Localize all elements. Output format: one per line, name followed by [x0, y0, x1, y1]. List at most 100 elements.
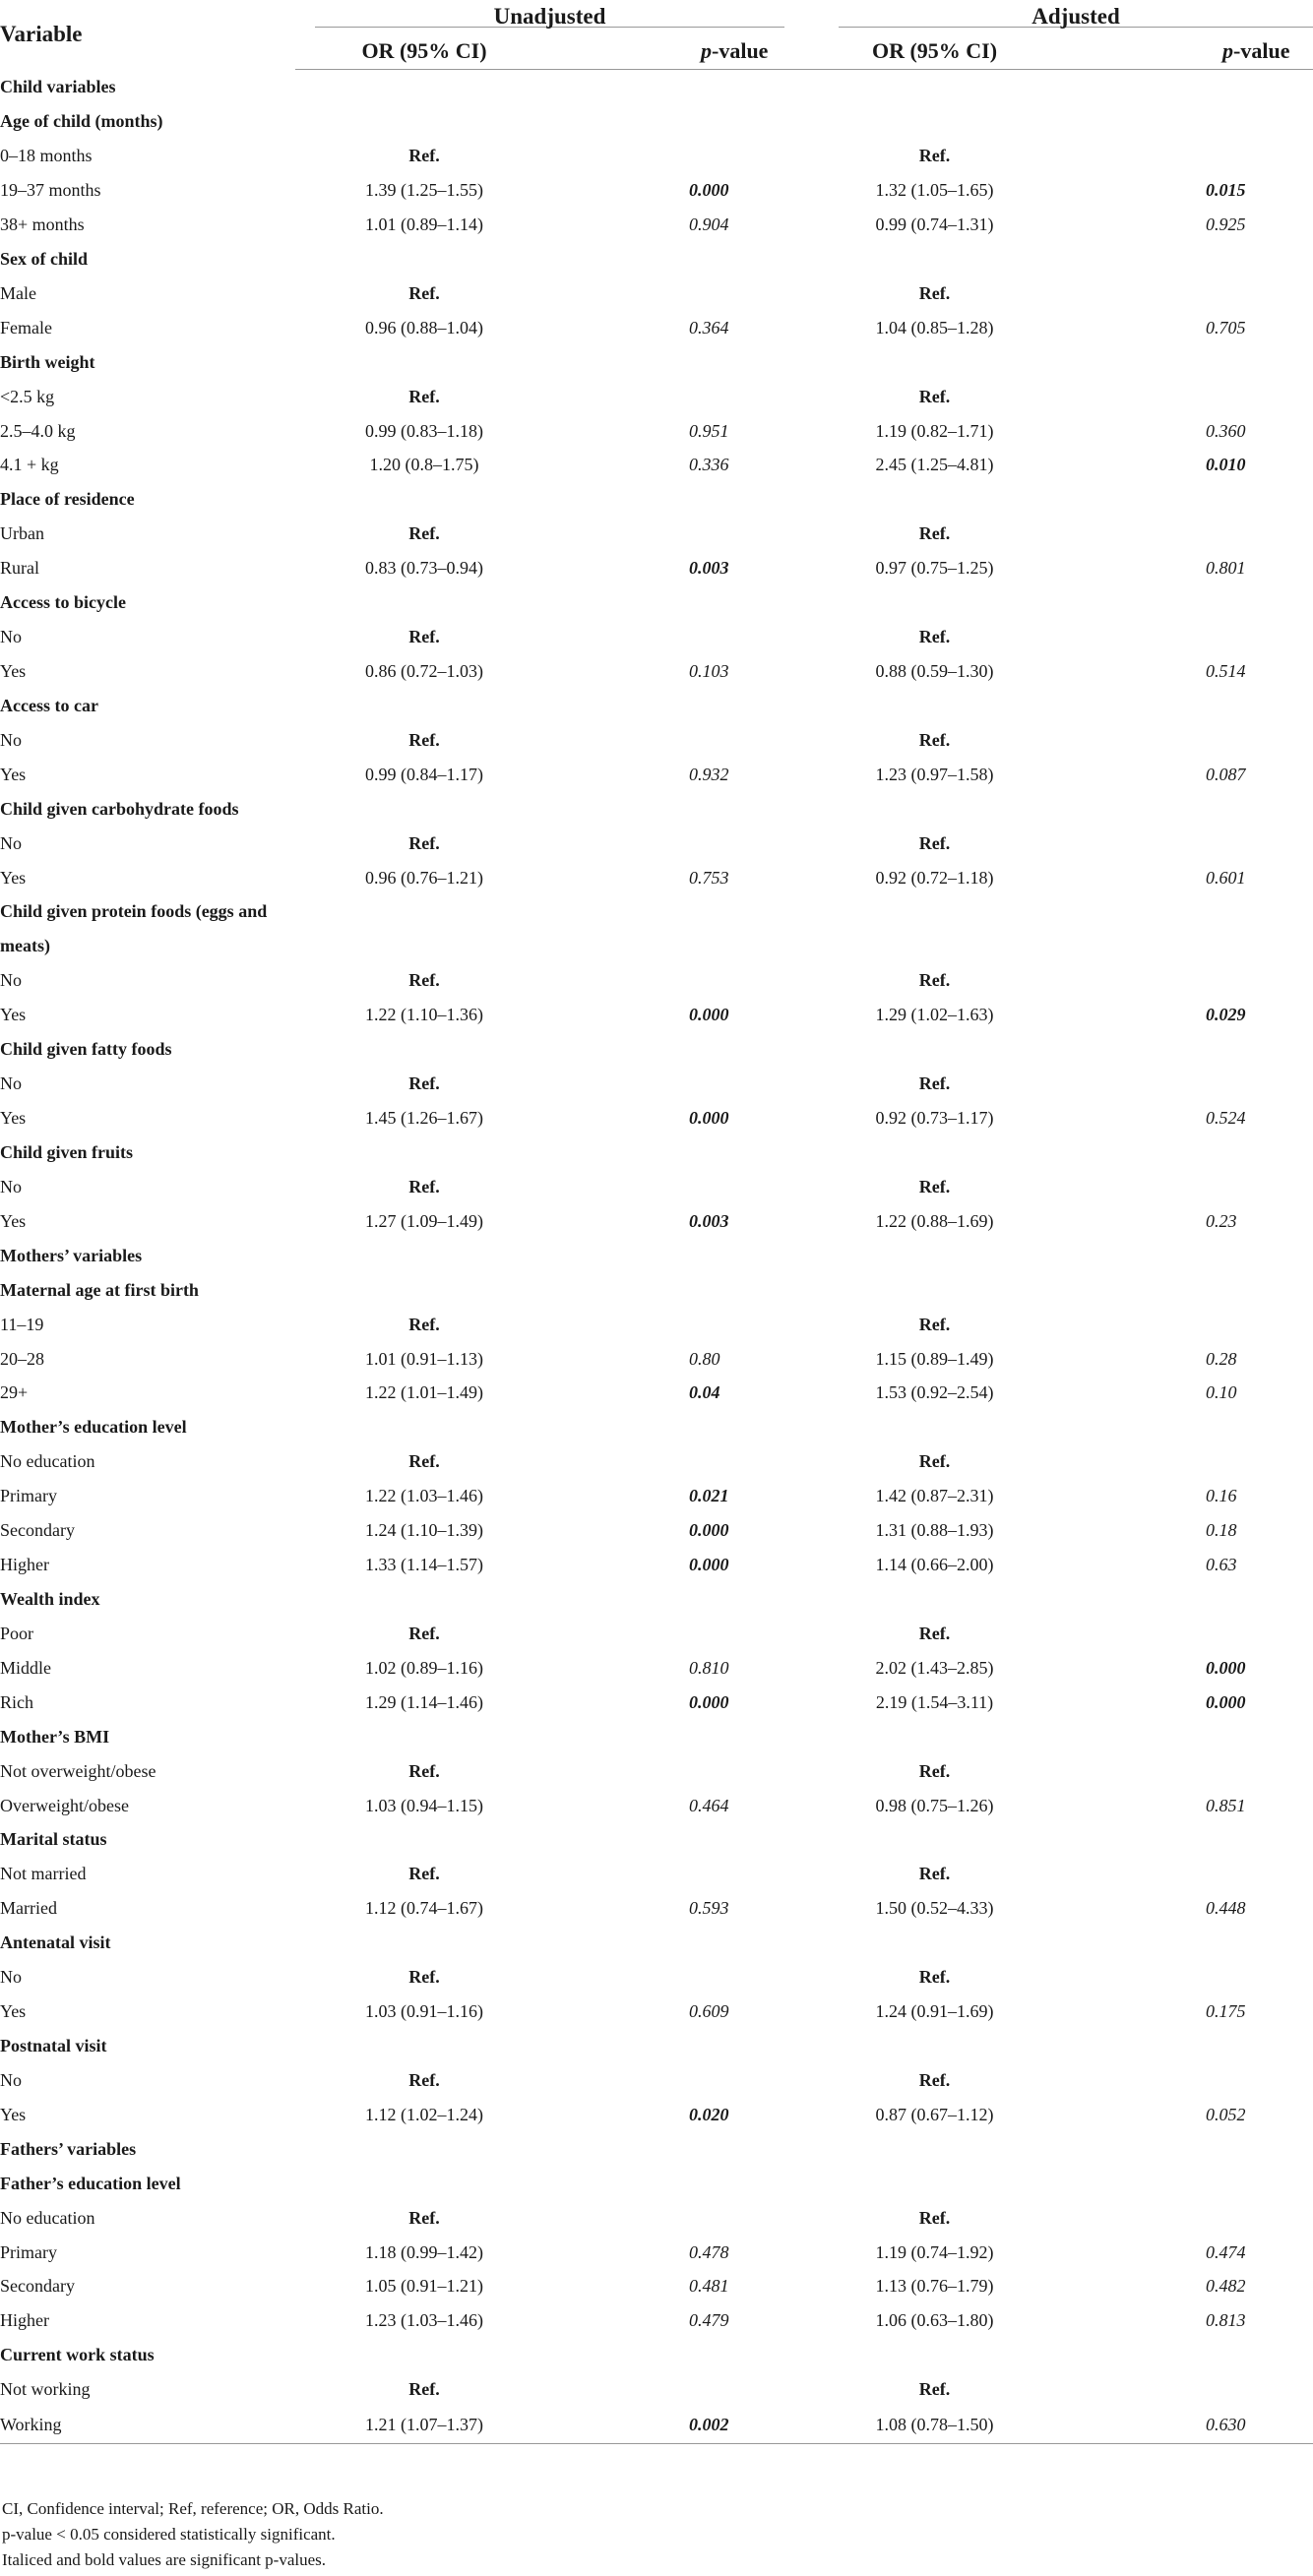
- subsection-row: Mother’s BMI: [0, 1719, 1313, 1753]
- variable-cell: Age of child (months): [0, 111, 163, 132]
- or-adjusted-cell: Ref.: [918, 627, 951, 647]
- p-unadjusted-cell: [553, 1135, 809, 1170]
- p-unadjusted-cell: [553, 1960, 809, 1994]
- subsection-row: Sex of child: [0, 241, 1313, 276]
- or-adjusted-cell: Ref.: [918, 282, 951, 303]
- p-adjusted-cell: 0.23: [1206, 1210, 1237, 1231]
- or-unadjusted-cell: Ref.: [408, 523, 440, 544]
- or-adjusted-cell: 2.19 (1.54–3.11): [875, 1691, 994, 1712]
- p-unadjusted-cell: [553, 517, 809, 551]
- header-or-ci-unadjusted: OR (95% CI): [295, 33, 553, 70]
- or-unadjusted-cell: 1.12 (1.02–1.24): [365, 2104, 483, 2124]
- variable-cell: Child variables: [0, 77, 116, 97]
- p-unadjusted-cell: [553, 1926, 809, 1960]
- table-row: Female 0.96 (0.88–1.04) 0.364 1.04 (0.85–1.…: [0, 310, 1313, 344]
- p-adjusted-cell: [1060, 1410, 1313, 1444]
- variable-cell: Primary: [0, 2241, 57, 2262]
- p-unadjusted-cell: [553, 1822, 809, 1857]
- variable-cell: Male: [0, 282, 36, 303]
- footnote-significance: p-value < 0.05 considered statistically …: [2, 2525, 336, 2544]
- table-row: No Ref. Ref.: [0, 2062, 1313, 2097]
- or-adjusted-cell: [809, 1135, 1060, 1170]
- or-adjusted-cell: 1.14 (0.66–2.00): [875, 1555, 994, 1575]
- variable-cell: 4.1 + kg: [0, 455, 59, 475]
- table-row: Yes 0.96 (0.76–1.21) 0.753 0.92 (0.72–1.18)…: [0, 860, 1313, 894]
- variable-cell: Mother’s BMI: [0, 1726, 110, 1747]
- variable-cell: Higher: [0, 2310, 49, 2331]
- or-adjusted-cell: [809, 1410, 1060, 1444]
- p-unadjusted-cell: [553, 1719, 809, 1753]
- p-unadjusted-cell: 0.810: [689, 1657, 729, 1678]
- or-adjusted-cell: [809, 1582, 1060, 1617]
- variable-cell: Place of residence: [0, 489, 135, 510]
- or-unadjusted-cell: [295, 1822, 553, 1857]
- or-unadjusted-cell: Ref.: [408, 1967, 440, 1988]
- or-unadjusted-cell: 1.29 (1.14–1.46): [365, 1691, 483, 1712]
- or-unadjusted-cell: Ref.: [408, 1314, 440, 1334]
- or-adjusted-cell: 1.29 (1.02–1.63): [875, 1005, 994, 1025]
- p-adjusted-cell: 0.000: [1206, 1657, 1246, 1678]
- or-unadjusted-cell: [295, 1410, 553, 1444]
- p-adjusted-cell: [1060, 2338, 1313, 2372]
- p-adjusted-cell: [1060, 1307, 1313, 1341]
- or-adjusted-cell: Ref.: [918, 2069, 951, 2090]
- or-unadjusted-cell: [295, 1272, 553, 1307]
- header-variable: Variable: [0, 22, 83, 47]
- p-unadjusted-cell: 0.103: [689, 660, 729, 681]
- or-adjusted-cell: Ref.: [918, 832, 951, 853]
- or-unadjusted-cell: Ref.: [408, 627, 440, 647]
- p-unadjusted-cell: [553, 585, 809, 620]
- header-adjusted-label: Adjusted: [839, 5, 1313, 28]
- or-adjusted-cell: Ref.: [918, 2207, 951, 2228]
- table-row: No Ref. Ref.: [0, 1960, 1313, 1994]
- variable-cell: No: [0, 729, 22, 750]
- p-unadjusted-cell: [553, 722, 809, 757]
- p-adjusted-cell: 0.16: [1206, 1486, 1237, 1506]
- or-adjusted-cell: 0.88 (0.59–1.30): [875, 660, 994, 681]
- p-unadjusted-cell: 0.000: [689, 1691, 729, 1712]
- or-adjusted-cell: Ref.: [918, 729, 951, 750]
- variable-cell: Yes: [0, 1005, 27, 1025]
- table-row: 38+ months 1.01 (0.89–1.14) 0.904 0.99 (0.7…: [0, 208, 1313, 242]
- or-unadjusted-cell: [295, 344, 553, 379]
- or-unadjusted-cell: 1.33 (1.14–1.57): [365, 1555, 483, 1575]
- variable-cell: Middle: [0, 1657, 51, 1678]
- table-header: Variable Unadjusted Adjusted OR (95% CI)…: [0, 0, 1313, 70]
- p-adjusted-cell: [1060, 2029, 1313, 2063]
- p-unadjusted-cell: [553, 1444, 809, 1479]
- table-footnotes: CI, Confidence interval; Ref, reference;…: [2, 2496, 384, 2573]
- or-unadjusted-cell: 1.03 (0.91–1.16): [365, 2001, 483, 2022]
- p-unadjusted-cell: [553, 482, 809, 517]
- table-row: Rich 1.29 (1.14–1.46) 0.000 2.19 (1.54–3.11…: [0, 1685, 1313, 1719]
- variable-cell: 20–28: [0, 1348, 44, 1369]
- or-adjusted-cell: Ref.: [918, 1451, 951, 1472]
- table-row: 20–28 1.01 (0.91–1.13) 0.80 1.15 (0.89–1.49…: [0, 1341, 1313, 1376]
- variable-cell: Yes: [0, 867, 27, 888]
- or-adjusted-cell: [809, 104, 1060, 139]
- variable-cell: Poor: [0, 1623, 34, 1643]
- variable-cell: <2.5 kg: [0, 386, 55, 406]
- p-adjusted-cell: [1060, 791, 1313, 826]
- p-unadjusted-cell: 0.000: [689, 1520, 729, 1541]
- or-adjusted-cell: Ref.: [918, 1967, 951, 1988]
- p-unadjusted-cell: 0.04: [689, 1382, 720, 1403]
- p-adjusted-cell: [1060, 2166, 1313, 2200]
- or-unadjusted-cell: 0.96 (0.88–1.04): [365, 317, 483, 337]
- p-adjusted-cell: [1060, 1170, 1313, 1204]
- variable-cell: Access to car: [0, 695, 98, 715]
- or-adjusted-cell: [809, 2029, 1060, 2063]
- variable-cell: Sex of child: [0, 248, 89, 269]
- p-adjusted-cell: [1060, 894, 1313, 963]
- subsection-row: Postnatal visit: [0, 2029, 1313, 2063]
- p-adjusted-cell: 0.015: [1206, 180, 1246, 201]
- p-adjusted-cell: 0.10: [1206, 1382, 1237, 1403]
- table-row: Urban Ref. Ref.: [0, 517, 1313, 551]
- or-adjusted-cell: [809, 241, 1060, 276]
- or-unadjusted-cell: [295, 1238, 553, 1272]
- variable-cell: 19–37 months: [0, 180, 101, 201]
- p-adjusted-cell: 0.18: [1206, 1520, 1237, 1541]
- or-adjusted-cell: 0.87 (0.67–1.12): [875, 2104, 994, 2124]
- or-unadjusted-cell: [295, 2166, 553, 2200]
- p-unadjusted-cell: 0.479: [689, 2310, 729, 2331]
- variable-cell: Working: [0, 2406, 295, 2444]
